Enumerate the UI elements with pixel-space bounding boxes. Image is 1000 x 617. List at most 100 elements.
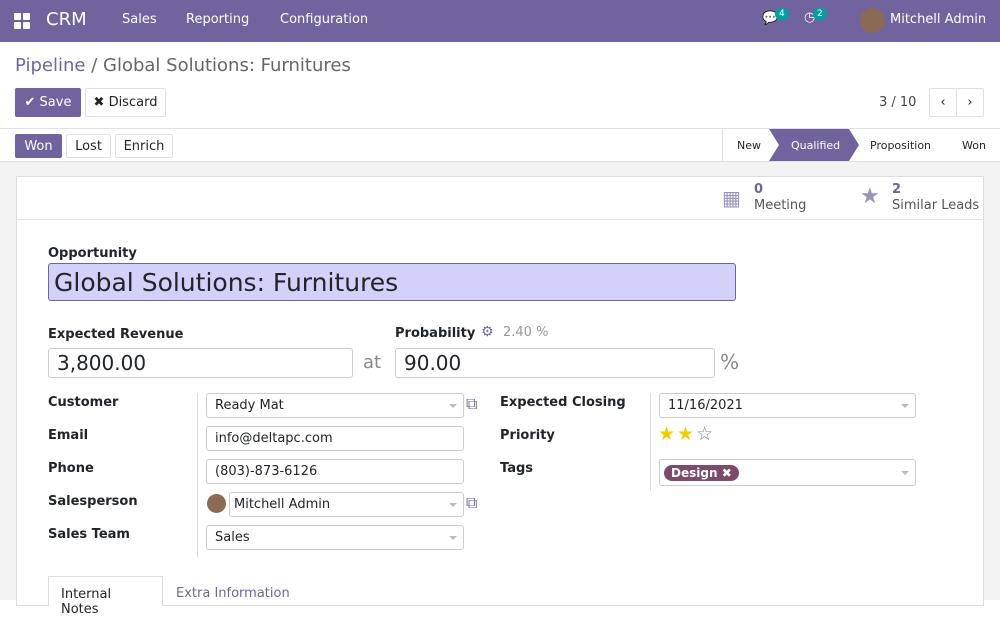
probability-label: Probability <box>395 326 476 341</box>
team-select[interactable]: Sales <box>206 525 464 550</box>
breadcrumb-current: Global Solutions: Furnitures <box>103 55 351 76</box>
customer-external-link-icon[interactable]: ⧉ <box>466 394 478 413</box>
probability-input[interactable]: 90.00 <box>395 348 715 378</box>
stage-won-label: Won <box>962 138 986 152</box>
breadcrumb-separator: / <box>91 55 98 76</box>
activities-badge: 2 <box>813 8 827 20</box>
percent-label: % <box>720 350 740 374</box>
apps-menu-icon[interactable] <box>14 13 30 29</box>
customer-label: Customer <box>48 395 119 410</box>
divider <box>0 128 1000 129</box>
closing-label: Expected Closing <box>500 395 626 410</box>
stage-won[interactable]: Won <box>962 129 986 161</box>
activities-icon[interactable]: ◷ <box>804 10 816 25</box>
salesperson-label: Salesperson <box>48 494 138 509</box>
stage-qualified-label: Qualified <box>791 138 841 152</box>
opportunity-label: Opportunity <box>48 246 137 261</box>
stage-proposition[interactable]: Proposition <box>870 129 931 161</box>
app-name[interactable]: CRM <box>46 9 87 30</box>
team-label: Sales Team <box>48 527 130 542</box>
stage-new-label: New <box>737 138 761 152</box>
star-icon-empty[interactable]: ☆ <box>696 423 716 445</box>
priority-label: Priority <box>500 428 555 443</box>
revenue-input[interactable]: 3,800.00 <box>48 348 353 378</box>
menu-sales[interactable]: Sales <box>122 12 157 27</box>
won-label: Won <box>24 138 53 154</box>
stage-bar <box>722 129 1000 161</box>
phone-input[interactable]: (803)-873-6126 <box>206 459 464 484</box>
won-button[interactable]: Won <box>15 134 62 158</box>
opportunity-input[interactable]: Global Solutions: Furnitures <box>48 263 736 301</box>
tab-internal-notes-label: Internal Notes <box>61 587 112 617</box>
enrich-label: Enrich <box>123 138 165 154</box>
meeting-label: Meeting <box>754 198 807 213</box>
tab-extra-information-label: Extra Information <box>176 586 290 601</box>
top-navbar: CRM Sales Reporting Configuration 💬 4 ◷ … <box>0 0 1000 42</box>
opportunity-value: Global Solutions: Furnitures <box>54 267 399 297</box>
star-icon-filled[interactable]: ★ <box>658 423 678 445</box>
phone-label: Phone <box>48 461 94 476</box>
breadcrumb-pipeline[interactable]: Pipeline <box>15 55 86 76</box>
meeting-count: 0 <box>754 182 764 197</box>
separator-left <box>197 393 198 557</box>
tags-label: Tags <box>500 461 534 476</box>
closing-value: 11/16/2021 <box>668 398 743 413</box>
pager-previous-button[interactable]: ‹ <box>929 88 957 117</box>
pager-value: 3 / 10 <box>879 95 917 110</box>
messages-badge: 4 <box>775 8 789 20</box>
discard-label: Discard <box>108 95 158 110</box>
calendar-icon: ▦ <box>722 186 741 210</box>
stage-qualified[interactable]: Qualified <box>769 129 859 161</box>
user-menu[interactable]: Mitchell Admin <box>890 12 987 27</box>
avatar[interactable] <box>860 8 885 33</box>
save-label: Save <box>39 95 72 110</box>
stage-new[interactable]: New <box>737 129 761 161</box>
button-box <box>17 219 983 220</box>
auto-probability-value: 2.40 <box>503 325 532 340</box>
salesperson-avatar <box>207 494 226 513</box>
similar-label: Similar Leads <box>892 198 980 213</box>
email-label: Email <box>48 428 89 443</box>
team-value: Sales <box>215 530 250 545</box>
pager-next-button[interactable]: › <box>956 88 984 117</box>
tab-internal-notes[interactable]: Internal Notes <box>48 576 163 617</box>
messages-icon[interactable]: 💬 <box>762 11 779 26</box>
salesperson-select[interactable]: Mitchell Admin <box>229 492 464 517</box>
discard-button[interactable]: ✖ Discard <box>85 88 166 117</box>
menu-reporting[interactable]: Reporting <box>186 12 250 27</box>
form-sheet <box>16 176 984 606</box>
salesperson-external-link-icon[interactable]: ⧉ <box>466 493 478 512</box>
tags-input[interactable]: Design ✖ <box>659 459 916 486</box>
gear-icon[interactable]: ⚙ <box>481 324 494 340</box>
breadcrumb: Pipeline / Global Solutions: Furnitures <box>15 55 351 76</box>
phone-value: (803)-873-6126 <box>215 464 318 479</box>
lost-button[interactable]: Lost <box>66 134 111 158</box>
enrich-button[interactable]: Enrich <box>115 134 173 158</box>
lost-label: Lost <box>75 138 102 154</box>
auto-probability-unit: % <box>536 325 549 340</box>
customer-select[interactable]: Ready Mat <box>206 393 464 418</box>
email-input[interactable]: info@deltapc.com <box>206 426 464 451</box>
auto-probability: 2.40 % <box>503 325 548 340</box>
salesperson-value: Mitchell Admin <box>234 497 331 512</box>
revenue-value: 3,800.00 <box>57 351 147 375</box>
revenue-label: Expected Revenue <box>48 327 184 342</box>
tag-label: Design <box>671 465 718 480</box>
tag-design: Design ✖ <box>664 464 739 481</box>
star-icon: ★ <box>860 184 880 209</box>
priority-stars[interactable]: ★★☆ <box>658 423 715 445</box>
tab-extra-information[interactable]: Extra Information <box>176 586 290 601</box>
tag-remove-icon[interactable]: ✖ <box>721 465 732 480</box>
probability-value: 90.00 <box>404 351 462 375</box>
meeting-button[interactable]: ▦ 0 Meeting <box>722 182 832 216</box>
star-icon-filled[interactable]: ★ <box>677 423 697 445</box>
separator-right <box>650 393 651 491</box>
email-value: info@deltapc.com <box>215 431 333 446</box>
similar-count: 2 <box>892 182 902 197</box>
similar-leads-button[interactable]: ★ 2 Similar Leads <box>860 182 984 216</box>
customer-value: Ready Mat <box>215 398 284 413</box>
closing-date-input[interactable]: 11/16/2021 <box>659 393 916 418</box>
save-button[interactable]: ✔ Save <box>15 88 81 117</box>
menu-configuration[interactable]: Configuration <box>280 12 369 27</box>
stage-proposition-label: Proposition <box>870 138 932 152</box>
